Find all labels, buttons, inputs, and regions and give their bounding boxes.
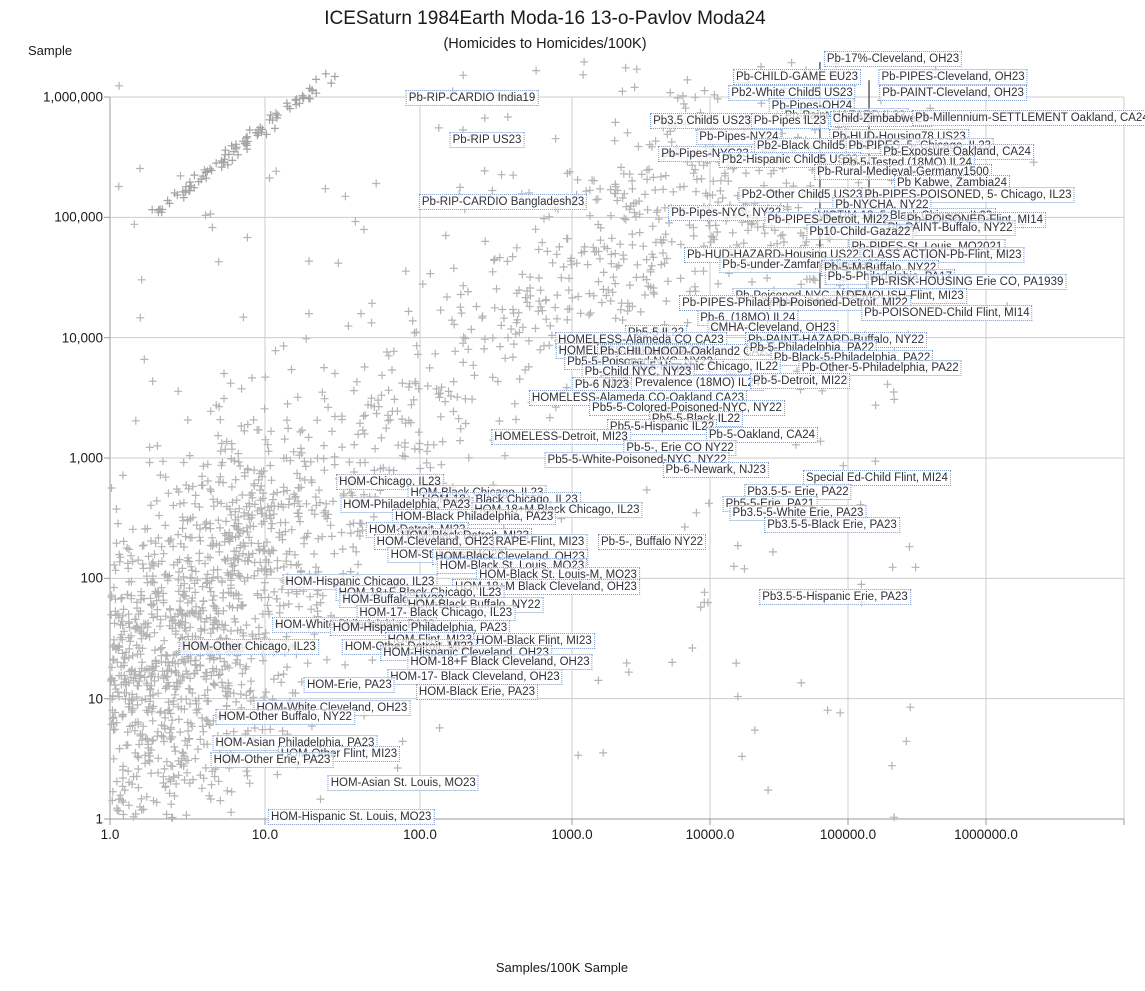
point-label: Pb2-White Child5 US23: [728, 84, 856, 101]
point-label: HOM-Asian St. Louis, MO23: [327, 774, 479, 791]
y-axis-title: Sample: [28, 43, 73, 58]
point-label: Pb-Pipes IL23: [750, 113, 830, 130]
x-tick-label: 10000.0: [685, 827, 735, 842]
point-label: Child-Zimbabwe23: [829, 111, 932, 128]
point-label: HOM-Hispanic Philadelphia, PA23: [329, 619, 511, 636]
point-label: Pb-5-, Buffalo NY22: [597, 534, 707, 551]
point-label: HOM-Cleveland, OH23: [373, 534, 498, 551]
point-label: Pb-PAINT-Buffalo, NY22: [884, 220, 1016, 237]
point-label: Pb-RIP-CARDIO India19: [405, 90, 539, 107]
y-tick-label: 1,000,000: [42, 89, 103, 105]
x-tick-label: 100.0: [403, 827, 437, 842]
point-label: HOM-Other Erie, PA23: [210, 751, 334, 768]
point-label: Pb-RIP US23: [449, 131, 525, 148]
point-label: Pb-Pipes-NY24: [696, 128, 782, 145]
point-label: Pb2-Hispanic Child5 US23: [718, 151, 862, 168]
x-tick-label: 1000.0: [551, 827, 593, 842]
point-label: HOM-Black Erie, PA23: [415, 683, 539, 700]
point-label: HOMELESS-Detroit, MI23: [491, 428, 631, 445]
y-tick-label: 1: [95, 811, 103, 827]
point-label: Pb3.5 Child5 US23: [650, 113, 754, 130]
x-tick-label: 1000000.0: [954, 827, 1018, 842]
point-label: Pb-PIPES-Cleveland, OH23: [878, 68, 1028, 85]
point-label: Pb-17%-Cleveland, OH23: [823, 50, 963, 67]
point-label: Pb-PAINT-Cleveland, OH23: [879, 84, 1027, 101]
chart-subtitle: (Homicides to Homicides/100K): [443, 36, 647, 52]
point-label: Pb-5-Detroit, MI22: [750, 373, 850, 390]
point-label: Pb3.5-5-Black Erie, PA23: [764, 517, 900, 534]
point-label: Pb-RIP-CARDIO Bangladesh23: [418, 194, 588, 211]
point-label: Pb-6 NJ23: [571, 377, 633, 394]
point-label: HOM-Black Philadelphia, PA23: [391, 508, 557, 525]
point-label: Pb-Millennium-SETTLEMENT Oakland, CA24: [912, 110, 1145, 127]
point-label: Pb-CHILD-GAME EU23: [732, 68, 862, 85]
point-label: Pb-Other-5-Philadelphia, PA22: [798, 359, 962, 376]
x-axis-title: Samples/100K Sample: [495, 960, 629, 975]
y-tick-label: 10,000: [61, 330, 103, 346]
x-tick-label: 100000.0: [819, 827, 877, 842]
y-tick-label: 10: [87, 691, 103, 707]
point-label: HOM-Other Buffalo, NY22: [215, 709, 355, 726]
chart-title: ICESaturn 1984Earth Moda-16 13-o-Pavlov …: [324, 8, 766, 29]
point-label: Pb5-5-Hispanic IL22: [606, 419, 718, 435]
point-label: Pb3.5-5- Erie, PA22: [744, 484, 852, 501]
point-label: Pb-6-Newark, NJ23: [662, 461, 769, 478]
point-label: Pb Kabwe, Zambia24: [894, 174, 1010, 191]
point-label: HOM-Other Chicago, IL23: [179, 638, 319, 655]
y-tick-label: 100: [80, 570, 103, 586]
y-tick-label: 1,000: [69, 450, 103, 466]
point-label: Pb10-Child-Gaza22: [806, 224, 914, 241]
point-label: HOM-Erie, PA23: [303, 676, 395, 693]
point-label: Pb-5-Oakland, CA24: [705, 427, 819, 444]
point-label: CLASS ACTION-Pb-Flint, MI23: [859, 247, 1025, 264]
point-label: Pb3.5-5-Hispanic Erie, PA23: [759, 588, 911, 605]
y-tick-label: 100,000: [54, 209, 103, 225]
x-tick-label: 1.0: [100, 827, 120, 842]
x-tick-label: 10.0: [251, 827, 279, 842]
point-label: HOM-17- Black Cleveland, OH23: [387, 669, 563, 686]
point-label: RAPE-Flint, MI23: [492, 534, 588, 551]
point-label: Pb3.5-5-White Erie, PA23: [729, 505, 867, 522]
point-label: Pb-POISONED-Child Flint, MI14: [861, 305, 1033, 322]
dense-diagonal-streak: [148, 69, 339, 217]
point-label: Special Ed-Child Flint, MI24: [802, 470, 951, 486]
point-label: HOM-18+F Black Cleveland, OH23: [407, 654, 593, 671]
point-label: Pb-Pipes-NYC, NY22: [668, 204, 785, 221]
point-label: HOM-Hispanic St. Louis, MO23: [268, 808, 435, 825]
point-label: Pb-RISK-HOUSING Erie CO, PA1939: [867, 274, 1067, 291]
